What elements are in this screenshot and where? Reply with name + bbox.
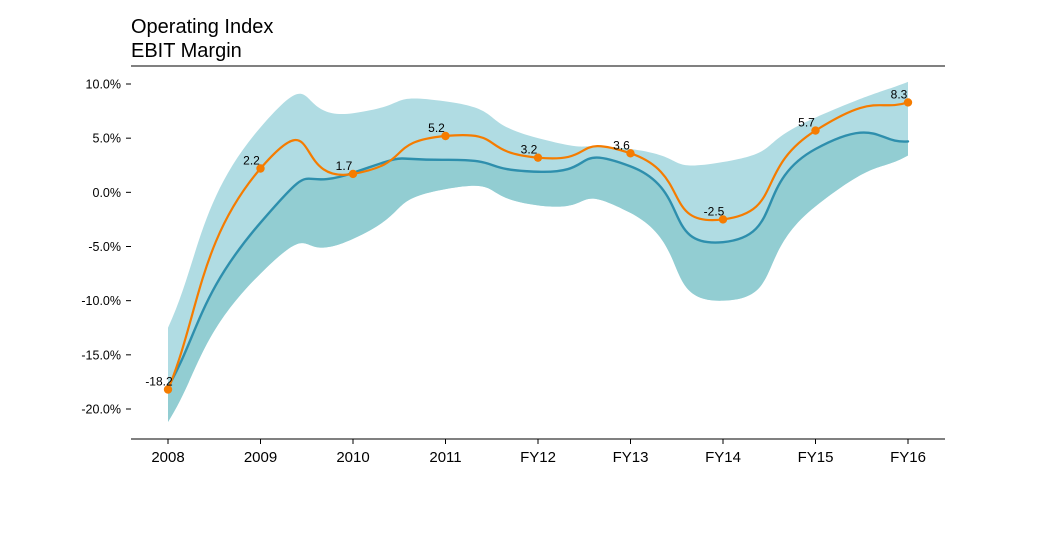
x-tick-label: FY15	[798, 449, 834, 466]
y-tick-label: -15.0%	[81, 348, 121, 362]
y-tick-label: -10.0%	[81, 294, 121, 308]
data-point	[348, 169, 358, 179]
range-band-1	[168, 81, 908, 422]
data-label: 1.7	[336, 159, 353, 173]
x-tick-label: 2009	[244, 449, 277, 466]
data-point	[626, 149, 635, 158]
x-tick-label: FY16	[890, 449, 926, 466]
data-label: -18.2	[145, 375, 173, 389]
y-tick-label: 0.0%	[93, 186, 122, 200]
y-tick-label: -5.0%	[88, 240, 121, 254]
chart-title: Operating Index	[131, 16, 273, 38]
data-point	[718, 215, 728, 224]
y-tick-label: 5.0%	[93, 132, 122, 146]
data-label: 5.7	[798, 116, 815, 130]
range-band-2	[168, 132, 908, 423]
data-label: -2.5	[704, 204, 725, 218]
x-tick-label: FY13	[613, 449, 649, 466]
data-label: 2.2	[243, 154, 260, 168]
x-tick-label: 2008	[151, 449, 184, 466]
data-point	[903, 98, 913, 107]
data-point	[256, 164, 265, 173]
chart-subtitle: EBIT Margin	[131, 40, 242, 62]
y-tick-label: -20.0%	[81, 403, 121, 417]
x-tick-label: FY14	[705, 449, 741, 466]
data-label: 5.2	[428, 121, 445, 135]
y-tick-label: 10.0%	[86, 78, 121, 92]
data-label: 3.6	[613, 138, 630, 152]
data-point	[811, 126, 820, 135]
x-tick-label: FY12	[520, 449, 556, 466]
x-tick-label: 2011	[429, 449, 461, 466]
data-point	[441, 131, 450, 141]
series-line-1	[166, 101, 910, 391]
data-point	[533, 153, 543, 162]
series-line-2	[166, 131, 910, 389]
data-point	[163, 385, 173, 394]
x-tick-label: 2010	[336, 449, 369, 466]
data-label: 3.2	[521, 143, 538, 157]
data-label: 8.3	[891, 87, 908, 101]
plot-area: -18.2 2.2 1.7 5.2 3.2 3.6 -2.5 5.7 8.3 10.0% 5.0% 0…	[81, 78, 945, 466]
